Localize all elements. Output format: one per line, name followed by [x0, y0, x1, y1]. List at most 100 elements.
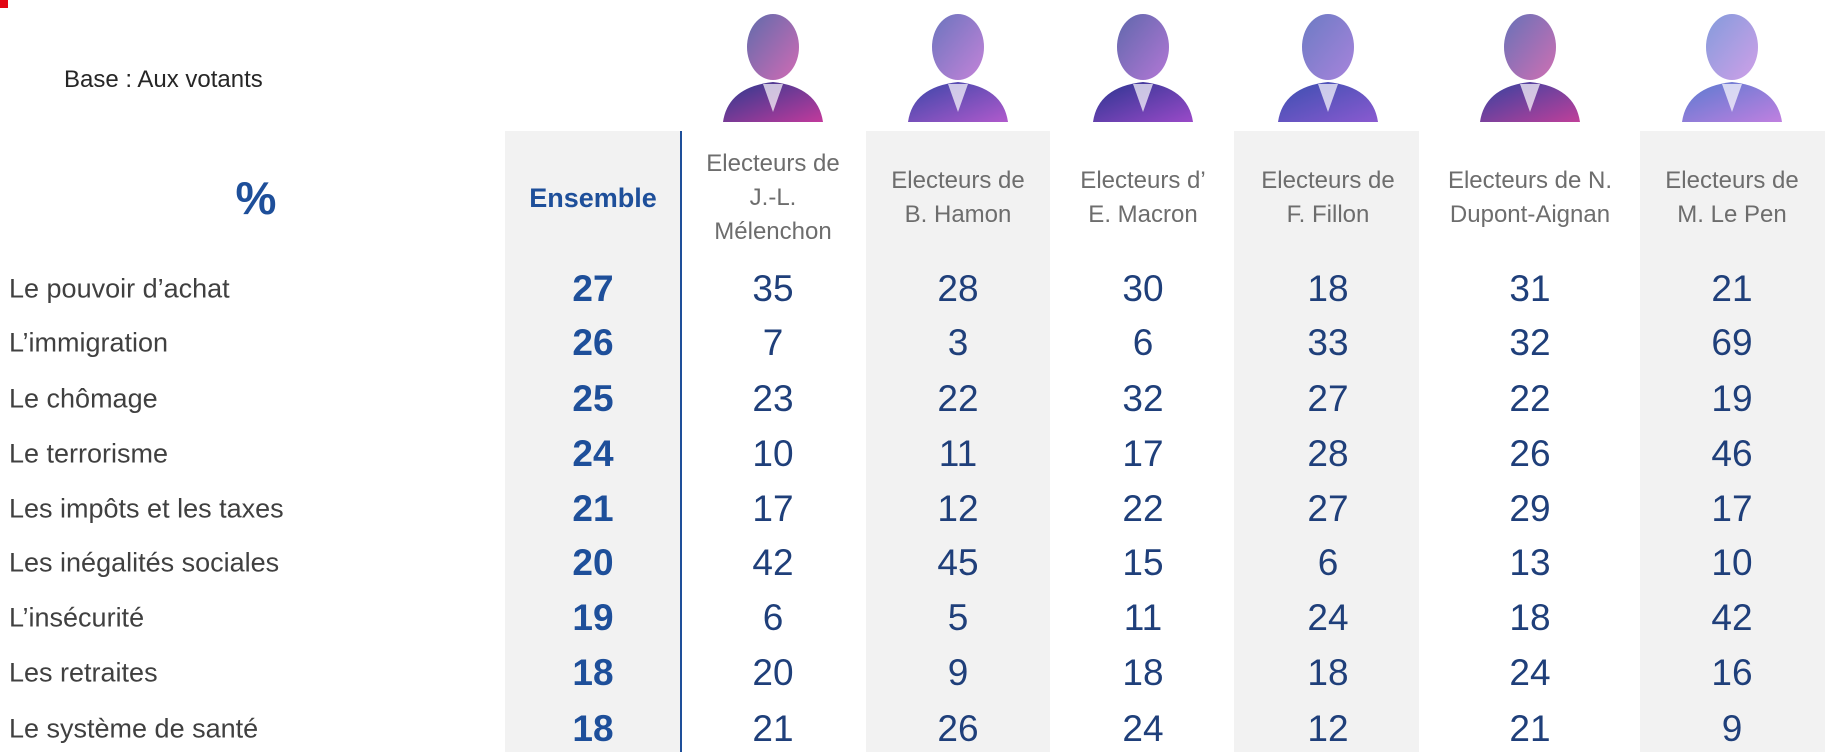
column-header: Electeurs d’E. Macron — [1080, 164, 1205, 232]
portrait — [1475, 2, 1585, 122]
cell-value: 26 — [572, 322, 613, 364]
cell-value: 31 — [1509, 268, 1550, 310]
row-label: Les retraites — [9, 658, 158, 689]
cell-value: 10 — [752, 433, 793, 475]
cell-value: 24 — [1122, 708, 1163, 750]
cell-value: 18 — [1307, 268, 1348, 310]
header-line: Electeurs d’ — [1080, 164, 1205, 198]
cell-value: 23 — [752, 378, 793, 420]
red-mark — [0, 0, 8, 8]
header-line: Dupont-Aignan — [1448, 198, 1612, 232]
cell-value: 45 — [937, 542, 978, 584]
cell-value: 5 — [948, 597, 969, 639]
header-line: Electeurs de — [1261, 164, 1394, 198]
cell-value: 7 — [763, 322, 784, 364]
cell-value: 24 — [1307, 597, 1348, 639]
cell-value: 20 — [572, 542, 613, 584]
portrait — [903, 2, 1013, 122]
cell-value: 27 — [1307, 488, 1348, 530]
header-line: F. Fillon — [1261, 198, 1394, 232]
cell-value: 18 — [1307, 652, 1348, 694]
cell-value: 17 — [752, 488, 793, 530]
cell-value: 22 — [1509, 378, 1550, 420]
header-line: Electeurs de N. — [1448, 164, 1612, 198]
portrait-art — [1273, 2, 1383, 122]
portrait-art — [1088, 2, 1198, 122]
cell-value: 21 — [1711, 268, 1752, 310]
cell-value: 25 — [572, 378, 613, 420]
portrait — [1677, 2, 1787, 122]
row-label: Les impôts et les taxes — [9, 494, 284, 525]
cell-value: 29 — [1509, 488, 1550, 530]
cell-value: 21 — [1509, 708, 1550, 750]
cell-value: 21 — [752, 708, 793, 750]
cell-value: 12 — [1307, 708, 1348, 750]
cell-value: 13 — [1509, 542, 1550, 584]
cell-value: 28 — [1307, 433, 1348, 475]
cell-value: 26 — [937, 708, 978, 750]
cell-value: 9 — [948, 652, 969, 694]
column-header: Electeurs de N.Dupont-Aignan — [1448, 164, 1612, 232]
row-label: Le chômage — [9, 384, 158, 415]
cell-value: 11 — [939, 433, 977, 475]
column-header: Electeurs deF. Fillon — [1261, 164, 1394, 232]
cell-value: 16 — [1711, 652, 1752, 694]
row-label: Le système de santé — [9, 714, 258, 745]
portrait — [718, 2, 828, 122]
cell-value: 19 — [572, 597, 613, 639]
portrait — [1273, 2, 1383, 122]
header-line: J.-L. — [706, 181, 839, 215]
cell-value: 20 — [752, 652, 793, 694]
cell-value: 33 — [1307, 322, 1348, 364]
header-line: Electeurs de — [706, 147, 839, 181]
header-line: Electeurs de — [891, 164, 1024, 198]
cell-value: 10 — [1711, 542, 1752, 584]
row-label: L’immigration — [9, 328, 168, 359]
slide: Base : Aux votants % Ensemble Electeurs d… — [0, 0, 1825, 752]
row-label: Les inégalités sociales — [9, 548, 279, 579]
header-line: E. Macron — [1080, 198, 1205, 232]
header-line: B. Hamon — [891, 198, 1024, 232]
cell-value: 6 — [763, 597, 784, 639]
cell-value: 35 — [752, 268, 793, 310]
cell-value: 32 — [1509, 322, 1550, 364]
cell-value: 18 — [572, 652, 613, 694]
column-header: Ensemble — [529, 181, 657, 215]
portrait-art — [903, 2, 1013, 122]
cell-value: 30 — [1122, 268, 1163, 310]
cell-value: 12 — [937, 488, 978, 530]
base-note: Base : Aux votants — [64, 66, 263, 94]
cell-value: 18 — [572, 708, 613, 750]
cell-value: 24 — [1509, 652, 1550, 694]
row-label: Le terrorisme — [9, 439, 168, 470]
cell-value: 21 — [572, 488, 613, 530]
percent-sign: % — [236, 171, 277, 225]
cell-value: 22 — [1122, 488, 1163, 530]
row-label: Le pouvoir d’achat — [9, 274, 230, 305]
cell-value: 18 — [1509, 597, 1550, 639]
cell-value: 24 — [572, 433, 613, 475]
header-line: Mélenchon — [706, 215, 839, 249]
cell-value: 32 — [1122, 378, 1163, 420]
cell-value: 22 — [937, 378, 978, 420]
cell-value: 3 — [948, 322, 969, 364]
separator — [680, 131, 682, 752]
cell-value: 6 — [1133, 322, 1154, 364]
cell-value: 42 — [1711, 597, 1752, 639]
header-line: M. Le Pen — [1665, 198, 1798, 232]
cell-value: 69 — [1711, 322, 1752, 364]
cell-value: 28 — [937, 268, 978, 310]
column-header: Electeurs deM. Le Pen — [1665, 164, 1798, 232]
cell-value: 9 — [1722, 708, 1743, 750]
row-label: L’insécurité — [9, 603, 144, 634]
portrait-art — [718, 2, 828, 122]
header-line: Ensemble — [529, 181, 657, 215]
cell-value: 6 — [1318, 542, 1339, 584]
cell-value: 26 — [1509, 433, 1550, 475]
cell-value: 15 — [1122, 542, 1163, 584]
cell-value: 17 — [1122, 433, 1163, 475]
cell-value: 18 — [1122, 652, 1163, 694]
portrait — [1088, 2, 1198, 122]
